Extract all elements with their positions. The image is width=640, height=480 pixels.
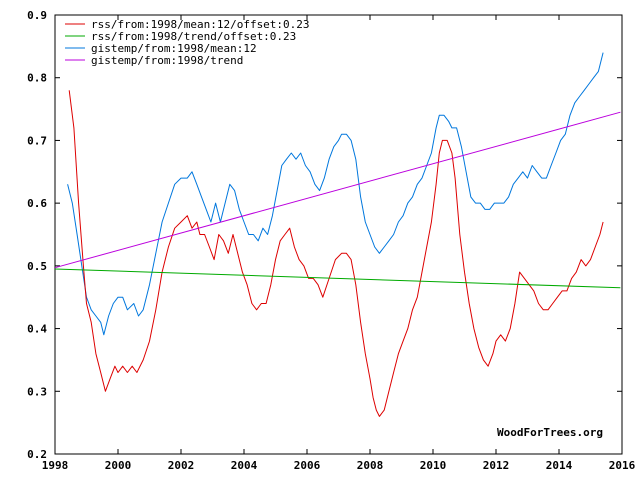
plot-area [54, 14, 623, 455]
series-line-2 [67, 52, 604, 336]
x-tick-label: 2016 [609, 459, 636, 472]
legend-entry: rss/from:1998/trend/offset:0.23 [91, 30, 296, 43]
x-tick-label: 2012 [483, 459, 510, 472]
x-tick-label: 2000 [105, 459, 132, 472]
x-tick-label: 1998 [42, 459, 69, 472]
y-tick-label: 0.6 [27, 197, 47, 210]
x-tick-label: 2010 [420, 459, 447, 472]
x-axis: 1998 2000 2002 2004 2006 2008 2010 2012 2014 2016 [42, 15, 636, 472]
watermark: WoodForTrees.org [497, 426, 603, 439]
x-tick-label: 2004 [231, 459, 258, 472]
legend-entry: rss/from:1998/mean:12/offset:0.23 [91, 18, 310, 31]
y-tick-label: 0.4 [27, 323, 47, 336]
x-tick-label: 2014 [546, 459, 573, 472]
x-tick-label: 2006 [294, 459, 321, 472]
y-tick-label: 0.5 [27, 260, 47, 273]
series-line-1 [54, 268, 621, 289]
series-line-0 [68, 90, 604, 417]
legend: rss/from:1998/mean:12/offset:0.23rss/fro… [65, 18, 310, 67]
y-tick-label: 0.3 [27, 385, 47, 398]
x-tick-label: 2008 [357, 459, 384, 472]
series-line-3 [54, 111, 621, 269]
y-tick-label: 0.9 [27, 9, 47, 22]
legend-entry: gistemp/from:1998/trend [91, 54, 243, 67]
y-tick-label: 0.7 [27, 134, 47, 147]
x-tick-label: 2002 [168, 459, 195, 472]
legend-entry: gistemp/from:1998/mean:12 [91, 42, 257, 55]
y-tick-label: 0.2 [27, 448, 47, 461]
series-layer [54, 52, 621, 417]
y-tick-label: 0.8 [27, 72, 47, 85]
y-axis: 0.2 0.3 0.4 0.5 0.6 0.7 0.8 0.9 [27, 9, 622, 461]
